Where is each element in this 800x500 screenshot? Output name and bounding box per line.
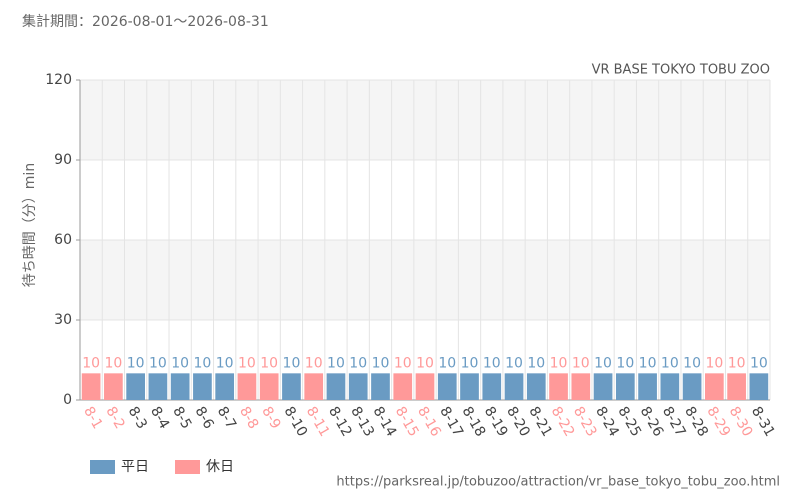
bar	[193, 373, 212, 400]
bar	[526, 373, 546, 400]
bar	[615, 373, 635, 400]
bar	[571, 373, 591, 400]
x-tick-label: 8-3	[125, 404, 150, 432]
data-label: 10	[216, 355, 234, 371]
data-label: 10	[327, 355, 345, 371]
data-label: 10	[461, 355, 479, 371]
bar	[215, 373, 235, 400]
data-label: 10	[349, 355, 367, 371]
bar	[348, 373, 368, 400]
y-tick-label: 0	[63, 392, 72, 408]
bar	[482, 373, 502, 400]
bar	[282, 373, 301, 400]
bar	[81, 373, 101, 400]
bar	[749, 373, 769, 400]
data-label: 10	[283, 355, 301, 371]
data-label: 10	[728, 355, 746, 371]
y-tick-label: 60	[54, 232, 72, 248]
data-label: 10	[550, 355, 568, 371]
data-label: 10	[661, 355, 679, 371]
data-label: 10	[127, 355, 145, 371]
data-label: 10	[104, 355, 122, 371]
data-label: 10	[149, 355, 167, 371]
data-label: 10	[594, 355, 612, 371]
y-tick-label: 90	[54, 152, 72, 168]
x-tick-label: 8-5	[169, 404, 194, 432]
grid-band	[80, 80, 770, 160]
bar	[638, 373, 657, 400]
data-label: 10	[505, 355, 523, 371]
bar	[437, 373, 457, 400]
bar	[304, 373, 324, 400]
legend-label: 休日	[206, 459, 234, 475]
data-label: 10	[750, 355, 768, 371]
bar	[727, 373, 746, 400]
bar	[170, 373, 190, 400]
data-label: 10	[171, 355, 189, 371]
x-tick-label: 8-9	[258, 404, 283, 432]
data-label: 10	[416, 355, 434, 371]
data-label: 10	[705, 355, 723, 371]
data-label: 10	[438, 355, 456, 371]
bar	[593, 373, 613, 400]
grid-band	[80, 240, 770, 320]
data-label: 10	[639, 355, 657, 371]
bar	[126, 373, 145, 400]
bar	[237, 373, 257, 400]
x-tick-label: 8-6	[191, 404, 216, 432]
chart-subtitle: 集計期間：2026-08-01～2026-08-31	[22, 13, 269, 30]
x-tick-label: 8-7	[214, 404, 239, 432]
bar	[460, 373, 479, 400]
data-label: 10	[82, 355, 100, 371]
y-tick-label: 30	[54, 312, 72, 328]
bar	[549, 373, 568, 400]
data-label: 10	[683, 355, 701, 371]
data-label: 10	[194, 355, 212, 371]
data-label: 10	[572, 355, 590, 371]
data-label: 10	[527, 355, 545, 371]
x-tick-label: 8-8	[236, 404, 261, 432]
y-axis-label: 待ち時間（分）min	[22, 163, 38, 287]
bar	[682, 373, 702, 400]
bar	[326, 373, 346, 400]
data-label: 10	[394, 355, 412, 371]
bar	[705, 373, 724, 400]
data-label: 10	[305, 355, 323, 371]
bar	[371, 373, 390, 400]
bar	[504, 373, 524, 400]
y-tick-label: 120	[45, 72, 72, 88]
bar	[148, 373, 168, 400]
data-label: 10	[483, 355, 501, 371]
data-label: 10	[238, 355, 256, 371]
legend-swatch	[90, 460, 115, 474]
x-tick-label: 8-31	[748, 404, 778, 440]
legend-label: 平日	[121, 459, 149, 475]
data-label: 10	[260, 355, 278, 371]
data-label: 10	[616, 355, 634, 371]
bar	[259, 373, 279, 400]
bar	[104, 373, 123, 400]
bar	[393, 373, 413, 400]
source-url: https://parksreal.jp/tobuzoo/attraction/…	[336, 475, 780, 490]
bar	[660, 373, 680, 400]
chart-title: VR BASE TOKYO TOBU ZOO	[592, 63, 770, 78]
x-tick-label: 8-1	[80, 404, 105, 432]
legend-swatch	[175, 460, 200, 474]
x-tick-label: 8-2	[102, 404, 127, 432]
data-label: 10	[372, 355, 390, 371]
x-tick-label: 8-4	[147, 404, 172, 432]
bar	[415, 373, 435, 400]
